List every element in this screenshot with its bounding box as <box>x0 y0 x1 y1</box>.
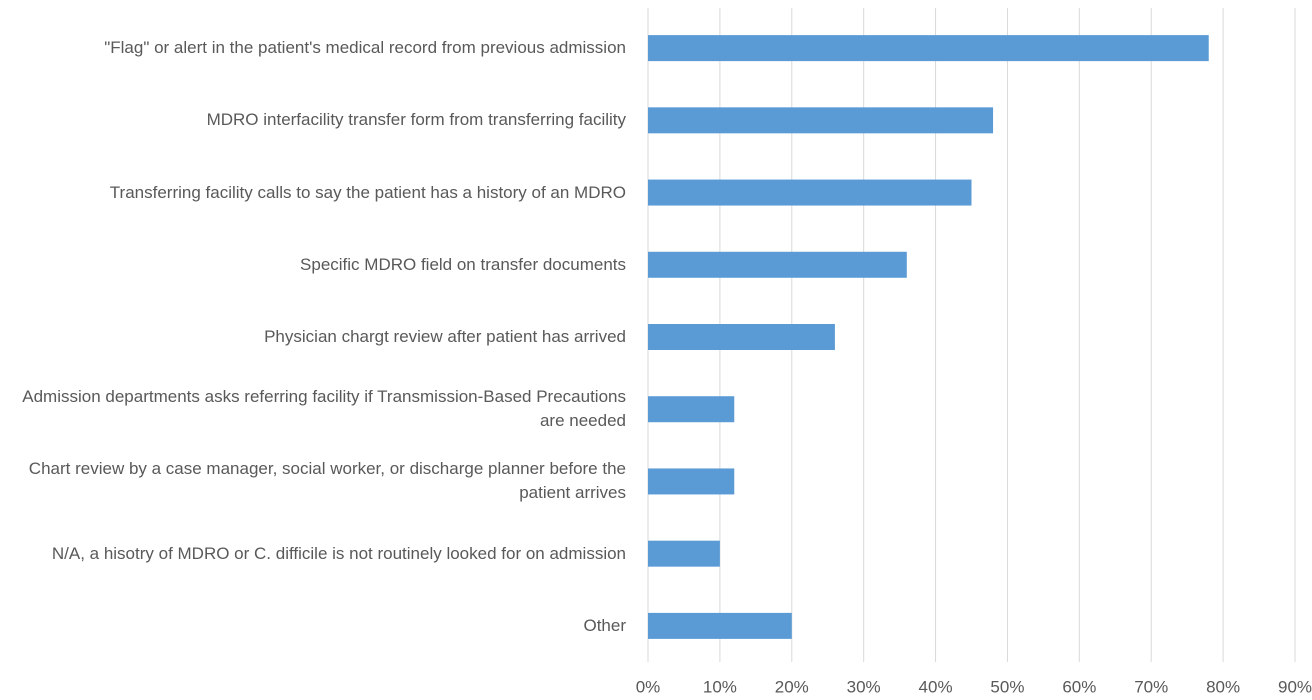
y-tick-label: Specific MDRO field on transfer document… <box>300 254 626 274</box>
x-tick-label: 30% <box>847 677 881 696</box>
x-tick-label: 10% <box>703 677 737 696</box>
bar <box>648 540 720 567</box>
bar <box>648 612 792 639</box>
y-tick-label: MDRO interfacility transfer form from tr… <box>206 110 626 130</box>
y-tick-label: Physician chargt review after patient ha… <box>264 327 626 346</box>
y-tick-label: Admission departments asks referring fac… <box>22 387 626 431</box>
bar <box>648 107 994 134</box>
y-tick-label: Chart review by a case manager, social w… <box>28 459 626 503</box>
y-tick-label: "Flag" or alert in the patient's medical… <box>104 38 626 58</box>
y-tick-label: Other <box>583 615 626 635</box>
bar <box>648 468 735 495</box>
x-tick-label: 90% <box>1278 677 1312 696</box>
x-tick-label: 50% <box>990 677 1024 696</box>
bar <box>648 396 735 423</box>
bar <box>648 324 835 350</box>
bar <box>648 179 972 206</box>
y-tick-label: Transferring facility calls to say the p… <box>109 182 626 202</box>
y-tick-label: N/A, a hisotry of MDRO or C. difficile i… <box>51 543 626 563</box>
bar <box>648 251 907 278</box>
x-tick-label: 0% <box>636 677 661 696</box>
x-tick-label: 40% <box>919 677 953 696</box>
x-tick-label: 60% <box>1062 677 1096 696</box>
bar <box>648 35 1209 62</box>
x-tick-label: 80% <box>1206 677 1240 696</box>
x-tick-label: 20% <box>775 677 809 696</box>
x-tick-label: 70% <box>1134 677 1168 696</box>
